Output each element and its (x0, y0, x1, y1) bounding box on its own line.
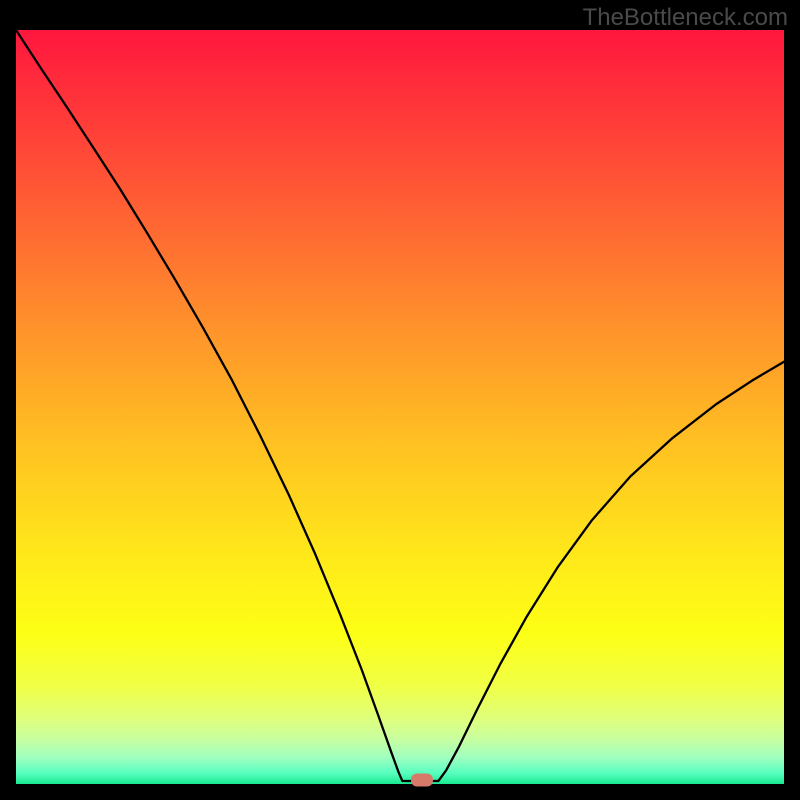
plot-area (16, 30, 784, 784)
watermark-text: TheBottleneck.com (583, 4, 788, 32)
stage: TheBottleneck.com (0, 0, 800, 800)
curve-layer (16, 30, 784, 784)
minimum-marker (411, 774, 433, 787)
